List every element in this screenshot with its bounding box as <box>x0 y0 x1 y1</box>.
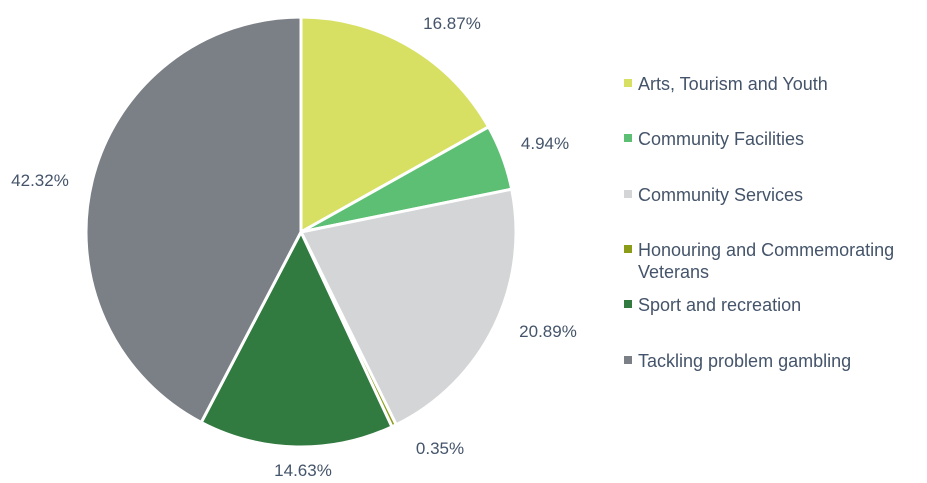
legend-item-1: Arts, Tourism and Youth <box>624 74 828 94</box>
legend-swatch-2 <box>624 134 632 142</box>
legend-swatch-6 <box>624 356 632 364</box>
legend-swatch-5 <box>624 300 632 308</box>
legend-item-6: Tackling problem gambling <box>624 351 851 371</box>
legend-item-4: Honouring and Commemorating Veterans <box>624 240 894 282</box>
legend-swatch-4 <box>624 245 632 253</box>
legend-label-4: Honouring and Commemorating Veterans <box>638 240 894 282</box>
data-label-4: 0.35% <box>416 439 464 458</box>
pie-slice-6 <box>84 15 303 424</box>
data-label-3: 20.89% <box>519 322 577 341</box>
pie-slice-3 <box>299 187 518 427</box>
data-label-6: 42.32% <box>11 171 69 190</box>
pie-slice-5 <box>199 230 394 449</box>
legend-label-5: Sport and recreation <box>638 295 801 315</box>
data-label-2: 4.94% <box>521 134 569 153</box>
legend-label-1: Arts, Tourism and Youth <box>638 74 828 94</box>
legend-swatch-3 <box>624 190 632 198</box>
legend-swatch-1 <box>624 79 632 87</box>
legend-label-2: Community Facilities <box>638 129 804 149</box>
legend-label-6: Tackling problem gambling <box>638 351 851 371</box>
legend-label-3: Community Services <box>638 185 803 205</box>
data-label-5: 14.63% <box>274 461 332 480</box>
pie-slices <box>84 15 518 449</box>
legend-item-2: Community Facilities <box>624 129 804 149</box>
data-label-1: 16.87% <box>423 14 481 33</box>
legend: Arts, Tourism and Youth Community Facilit… <box>624 74 894 371</box>
pie-slice-1 <box>299 15 491 234</box>
legend-item-5: Sport and recreation <box>624 295 801 315</box>
legend-item-3: Community Services <box>624 185 803 205</box>
data-labels: 16.87% 4.94% 20.89% 0.35% 14.63% 42.32% <box>11 14 577 480</box>
